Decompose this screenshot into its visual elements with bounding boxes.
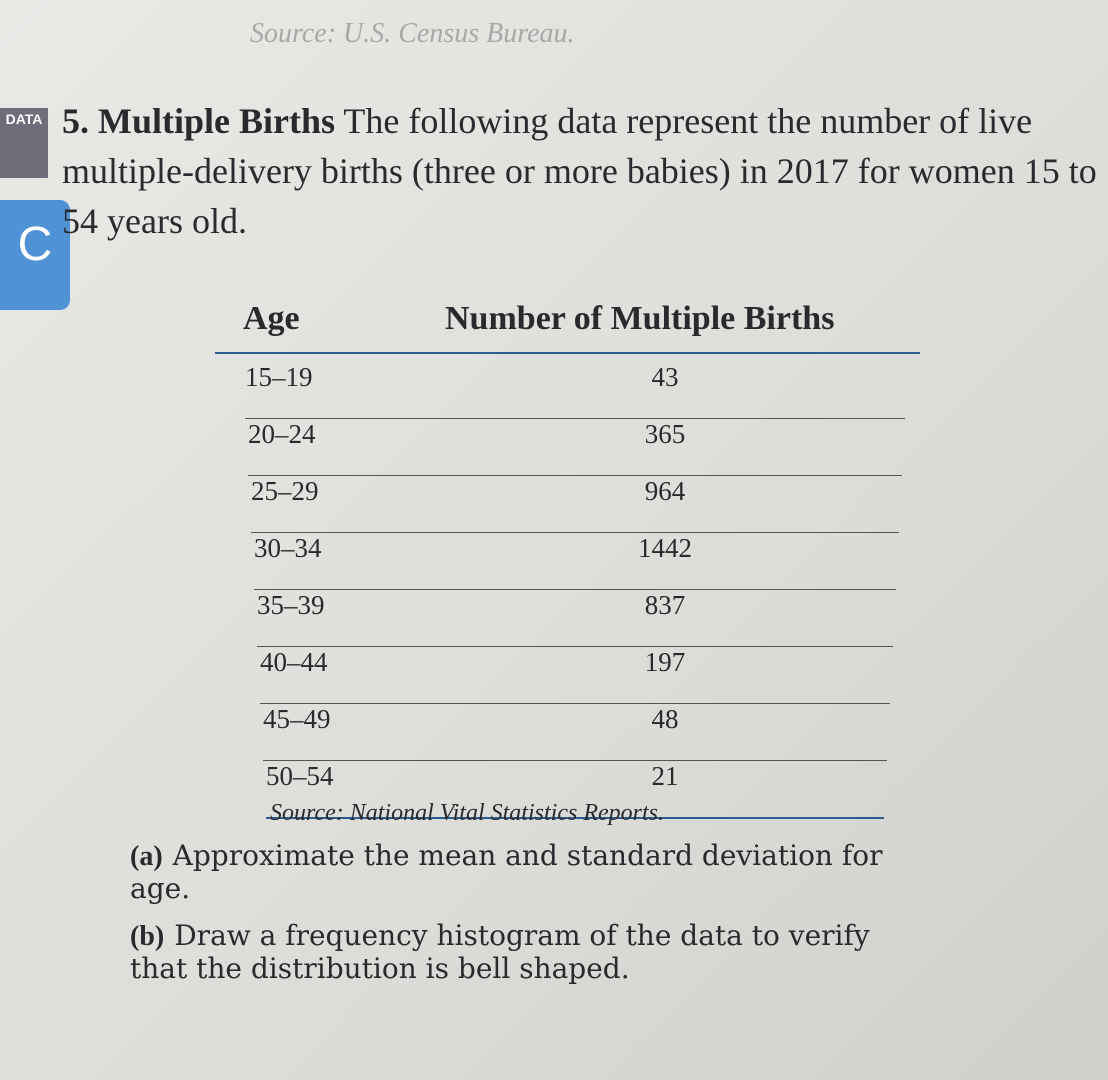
age-cell: 25–29 [251,476,319,506]
age-cell: 40–44 [260,647,328,677]
births-cell: 48 [651,704,679,734]
part: (a) Approximate the mean and standard dev… [130,840,930,906]
part-text: Approximate the mean and standard deviat… [130,839,883,905]
age-cell: 20–24 [248,419,316,449]
row-rule [245,418,905,419]
row-rule [260,703,890,704]
part-label: (a) [130,841,163,872]
row-rule [266,817,884,819]
row-rule [263,760,887,761]
part-text: Draw a frequency histogram of the data t… [130,919,870,985]
top-source: Source: U.S. Census Bureau. [250,18,575,49]
table-source: Source: National Vital Statistics Report… [270,800,664,826]
age-cell: 15–19 [245,362,313,392]
c-icon: C [0,200,70,310]
age-cell: 30–34 [254,533,322,563]
age-cell: 50–54 [266,761,334,791]
part: (b) Draw a frequency histogram of the dat… [130,920,930,986]
part-label: (b) [130,921,165,952]
header-rule [215,352,920,354]
births-cell: 1442 [638,533,692,563]
problem-text: The following data represent the number … [62,101,1097,241]
age-cell: 35–39 [257,590,325,620]
births-cell: 964 [644,476,686,506]
births-cell: 21 [651,761,679,791]
births-cell: 197 [644,647,686,677]
births-cell: 365 [644,419,686,449]
births-cell: 837 [644,590,686,620]
problem-number: 5. [62,101,89,141]
data-icon: DATA [0,108,48,178]
row-rule [254,589,896,590]
age-cell: 45–49 [263,704,331,734]
births-cell: 43 [651,362,679,392]
header-age: Age [243,300,300,337]
row-rule [248,475,902,476]
problem-title: Multiple Births [98,101,336,141]
header-births: Number of Multiple Births [445,300,835,337]
row-rule [251,532,899,533]
row-rule [257,646,893,647]
problem: 5. Multiple Births The following data re… [62,96,1102,246]
